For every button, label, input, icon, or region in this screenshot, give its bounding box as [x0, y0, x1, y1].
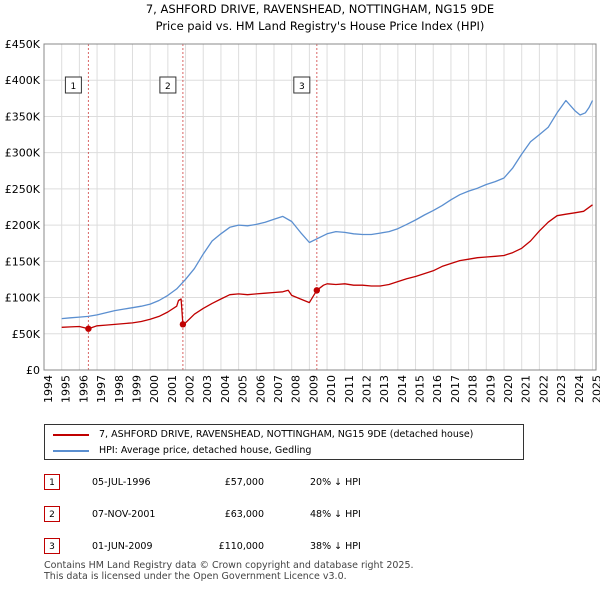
x-tick-label: 2025 — [590, 375, 600, 403]
x-tick-label: 2022 — [537, 375, 550, 403]
hpi-series-line — [61, 99, 594, 320]
sale-hpi-diff: 48% ↓ HPI — [310, 509, 361, 520]
x-tick-label: 2020 — [502, 375, 515, 403]
y-tick-label: £400K — [5, 74, 41, 87]
sale-marker-badge — [293, 76, 311, 94]
x-tick-label: 2017 — [449, 375, 462, 403]
y-tick-label: £250K — [5, 183, 41, 196]
x-tick-label: 2015 — [414, 375, 427, 403]
sale-date: 05-JUL-1996 — [92, 477, 151, 488]
x-tick-label: 2004 — [219, 375, 232, 403]
y-tick-label: £450K — [5, 38, 41, 51]
x-tick-label: 1999 — [130, 375, 143, 403]
x-tick-label: 2001 — [166, 375, 179, 403]
sale-price: £63,000 — [224, 509, 264, 520]
x-tick-label: 2014 — [396, 375, 409, 403]
sale-marker-label: 2 — [165, 82, 171, 92]
footer-copyright: Contains HM Land Registry data © Crown c… — [44, 560, 414, 571]
sale-number-badge: 2 — [44, 506, 60, 522]
chart-subtitle: Price paid vs. HM Land Registry's House … — [156, 19, 485, 33]
x-tick-label: 2012 — [360, 375, 373, 403]
legend-swatch-property — [53, 433, 89, 436]
footer: Contains HM Land Registry data © Crown c… — [44, 560, 414, 582]
x-tick-label: 1995 — [60, 375, 73, 403]
sale-point — [313, 287, 321, 294]
legend-item-property: 7, ASHFORD DRIVE, RAVENSHEAD, NOTTINGHAM… — [53, 427, 473, 443]
x-tick-label: 2016 — [431, 375, 444, 403]
x-tick-label: 2024 — [573, 375, 586, 403]
x-tick-label: 2005 — [237, 375, 250, 403]
x-tick-label: 2007 — [272, 375, 285, 403]
sale-hpi-diff: 38% ↓ HPI — [310, 541, 361, 552]
x-tick-label: 2002 — [184, 375, 197, 403]
sale-point — [179, 321, 187, 328]
x-tick-label: 2003 — [201, 375, 214, 403]
x-tick-label: 2006 — [254, 375, 267, 403]
y-tick-label: £150K — [5, 255, 41, 268]
x-tick-label: 2018 — [467, 375, 480, 403]
x-tick-label: 2009 — [307, 375, 320, 403]
x-tick-label: 1994 — [42, 375, 55, 403]
sale-marker-label: 3 — [299, 82, 305, 92]
legend-swatch-hpi — [53, 449, 89, 452]
x-tick-label: 2000 — [148, 375, 161, 403]
x-tick-label: 1998 — [113, 375, 126, 403]
sale-date: 07-NOV-2001 — [92, 509, 156, 520]
sale-point — [85, 325, 92, 332]
y-tick-label: £300K — [5, 147, 41, 160]
x-tick-label: 1996 — [77, 375, 90, 403]
legend-label-property: 7, ASHFORD DRIVE, RAVENSHEAD, NOTTINGHAM… — [99, 429, 474, 440]
x-tick-label: 2008 — [290, 375, 303, 403]
y-tick-label: £100K — [5, 292, 41, 305]
sale-price: £57,000 — [224, 477, 264, 488]
x-tick-label: 2023 — [555, 375, 568, 403]
sale-hpi-diff: 20% ↓ HPI — [310, 477, 361, 488]
sale-marker-badge — [159, 76, 177, 94]
x-tick-label: 2011 — [343, 375, 356, 403]
x-tick-label: 2019 — [484, 375, 497, 403]
plot-frame — [43, 43, 597, 371]
x-tick-label: 2010 — [325, 375, 338, 403]
sale-price: £110,000 — [218, 541, 264, 552]
y-tick-label: £0 — [26, 364, 40, 377]
legend-item-hpi: HPI: Average price, detached house, Gedl… — [53, 443, 311, 459]
legend: 7, ASHFORD DRIVE, RAVENSHEAD, NOTTINGHAM… — [44, 424, 524, 460]
y-tick-label: £200K — [5, 219, 41, 232]
legend-label-hpi: HPI: Average price, detached house, Gedl… — [99, 445, 312, 456]
sale-marker-badge — [64, 76, 82, 94]
chart: 7, ASHFORD DRIVE, RAVENSHEAD, NOTTINGHAM… — [5, 2, 600, 403]
sale-number-badge: 3 — [44, 538, 60, 554]
sale-date: 01-JUN-2009 — [92, 541, 153, 552]
y-tick-label: £50K — [12, 328, 41, 341]
x-tick-label: 1997 — [95, 375, 108, 403]
plot-area — [44, 44, 596, 370]
sale-number-badge: 1 — [44, 474, 60, 490]
y-tick-label: £350K — [5, 110, 41, 123]
footer-license: This data is licensed under the Open Gov… — [44, 571, 347, 582]
x-tick-label: 2021 — [520, 375, 533, 403]
chart-title: 7, ASHFORD DRIVE, RAVENSHEAD, NOTTINGHAM… — [146, 2, 494, 16]
sale-marker-label: 1 — [71, 82, 77, 92]
property-series-line — [61, 204, 593, 330]
x-tick-label: 2013 — [378, 375, 391, 403]
